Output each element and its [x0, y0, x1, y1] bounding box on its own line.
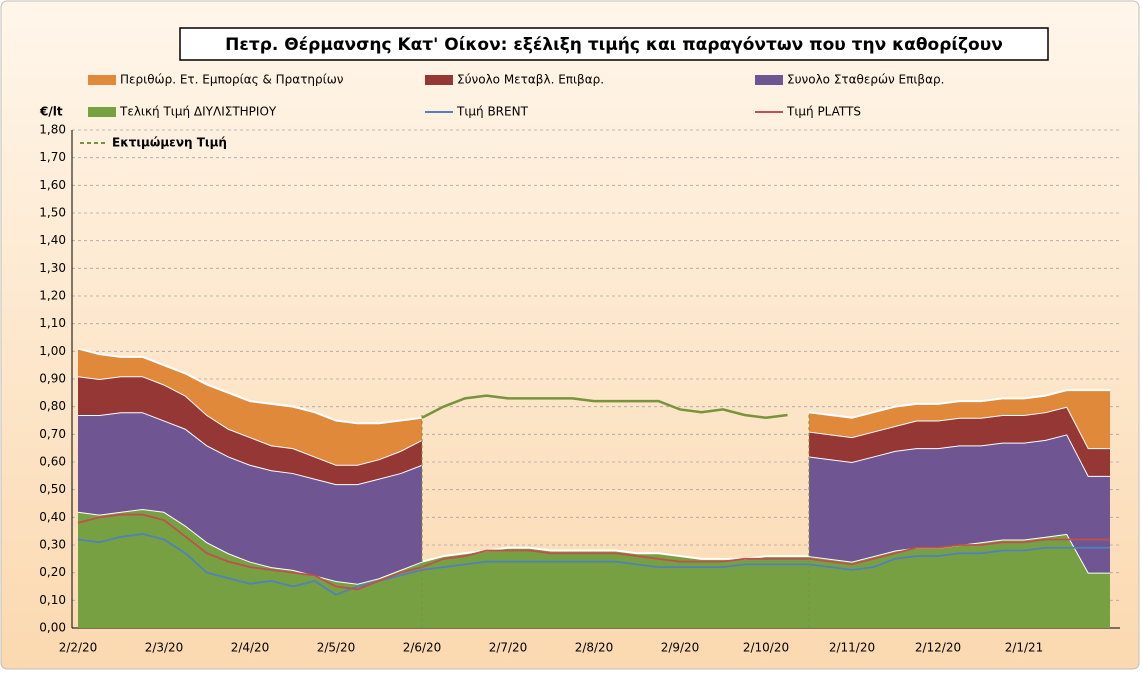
area — [78, 376, 422, 485]
legend-label: Τιμή PLATTS — [786, 105, 861, 119]
x-tick-label: 2/3/20 — [145, 641, 184, 655]
legend-label: Σύνολο Μεταβλ. Επιβαρ. — [457, 73, 604, 87]
legend-swatch — [88, 107, 116, 117]
y-tick-label: 1,00 — [39, 344, 66, 358]
legend-label: Συνολο Σταθερών Επιβαρ. — [787, 73, 944, 87]
area — [809, 406, 1110, 476]
x-tick-label: 2/6/20 — [403, 641, 442, 655]
x-tick-label: 2/11/20 — [829, 641, 875, 655]
legend-label: Εκτιμώμενη Τιμή — [112, 136, 227, 150]
legend-label: Τελική Τιμή ΔΙΥΛΙΣΤΗΡΙΟΥ — [119, 105, 277, 119]
line — [77, 513, 1110, 591]
line — [77, 533, 1110, 596]
x-tick-label: 2/4/20 — [231, 641, 270, 655]
x-tick-label: 2/9/20 — [661, 641, 700, 655]
area-edge — [808, 389, 1110, 419]
y-tick-label: 1,30 — [39, 261, 66, 275]
legend-label: Περιθώρ. Ετ. Εμπορίας & Πρατηρίων — [120, 73, 344, 87]
area — [78, 348, 422, 465]
y-tick-label: 1,40 — [39, 233, 66, 247]
y-tick-label: 0,90 — [39, 372, 66, 386]
legend-label: Τιμή BRENT — [456, 105, 529, 119]
y-tick-label: 0,10 — [39, 593, 66, 607]
x-tick-label: 2/5/20 — [317, 641, 356, 655]
y-tick-label: 1,10 — [39, 316, 66, 330]
y-tick-label: 0,20 — [39, 565, 66, 579]
area — [809, 390, 1110, 449]
y-tick-label: 0,70 — [39, 427, 66, 441]
y-tick-label: 0,00 — [39, 621, 66, 635]
area — [78, 509, 1110, 628]
y-tick-label: 1,80 — [39, 123, 66, 137]
area-edge — [77, 347, 423, 425]
y-tick-label: 0,40 — [39, 510, 66, 524]
x-tick-label: 2/10/20 — [743, 641, 789, 655]
legend-swatch — [425, 75, 453, 85]
y-tick-label: 1,50 — [39, 206, 66, 220]
y-tick-label: 1,20 — [39, 289, 66, 303]
title-box — [179, 27, 1049, 61]
y-tick-label: 0,80 — [39, 399, 66, 413]
x-tick-label: 2/2/20 — [59, 641, 98, 655]
area — [78, 412, 422, 584]
legend-swatch — [755, 75, 783, 85]
y-tick-label: 0,30 — [39, 538, 66, 552]
x-tick-label: 2/1/21 — [1005, 641, 1044, 655]
y-tick-label: 0,60 — [39, 455, 66, 469]
x-tick-label: 2/7/20 — [489, 641, 528, 655]
legend-swatch — [88, 75, 116, 85]
area — [809, 434, 1110, 573]
x-tick-label: 2/12/20 — [915, 641, 961, 655]
y-tick-label: 1,70 — [39, 150, 66, 164]
chart-title: Πετρ. Θέρμανσης Κατ' Οίκον: εξέλιξη τιμή… — [225, 35, 1003, 55]
line — [421, 394, 788, 419]
x-tick-label: 2/8/20 — [575, 641, 614, 655]
y-tick-label: 0,50 — [39, 482, 66, 496]
y-tick-label: 1,60 — [39, 178, 66, 192]
y-axis-label: €/lt — [39, 105, 63, 119]
